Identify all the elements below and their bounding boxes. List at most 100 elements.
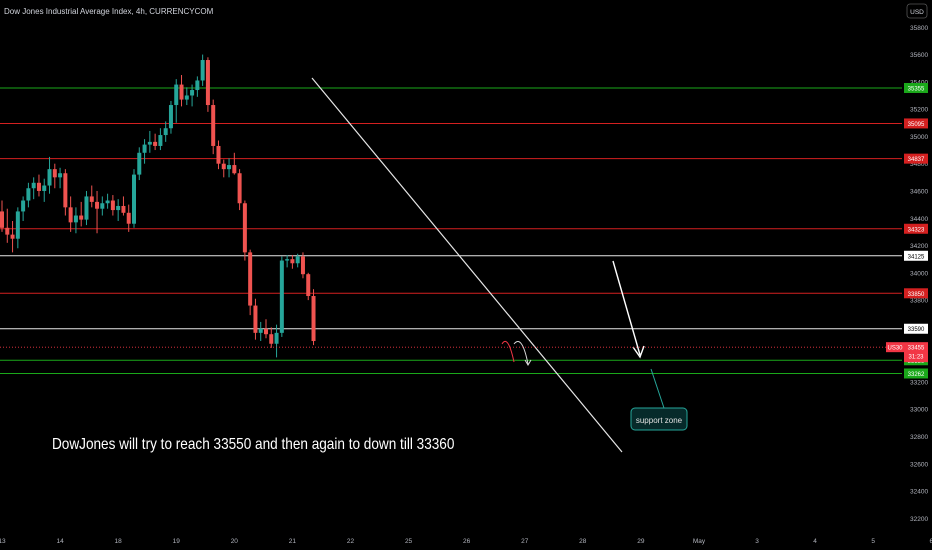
price-tick-label: 35600 [910, 52, 928, 59]
time-tick-label: 27 [521, 538, 529, 545]
price-tick-label: 34200 [910, 243, 928, 250]
candle-body [248, 252, 253, 306]
candle-body [58, 173, 63, 178]
time-tick-label: 22 [347, 538, 355, 545]
candle-body [211, 105, 216, 146]
price-tick-label: 34000 [910, 270, 928, 277]
price-tick-label: 35200 [910, 107, 928, 114]
candle-body [163, 128, 168, 136]
candle-body [295, 256, 300, 264]
forecast-arrow-head [632, 345, 645, 359]
price-tick-label: 33200 [910, 379, 928, 386]
candle-body [258, 328, 263, 333]
candle-body [232, 165, 237, 174]
price-tick-label: 35800 [910, 25, 928, 32]
current-price-label: 33455 [908, 346, 925, 352]
time-tick-label: 4 [813, 538, 817, 545]
candle-body [63, 173, 68, 208]
price-level-tag [904, 250, 928, 261]
price-level-tag [904, 153, 928, 164]
price-tick-label: 33000 [910, 407, 928, 414]
projection-path-red [501, 340, 515, 363]
price-tick-label: 32400 [910, 489, 928, 496]
candle-body [227, 165, 232, 170]
price-level-tag [904, 118, 928, 129]
symbol-label: US30 [887, 346, 903, 352]
time-tick-label: 19 [173, 538, 181, 545]
chart-title: Dow Jones Industrial Average Index, 4h, … [4, 7, 214, 16]
price-level-label: 35095 [908, 122, 925, 128]
price-level-label: 33850 [908, 292, 925, 298]
current-price-tag [904, 342, 928, 363]
time-tick-label: 26 [463, 538, 471, 545]
forecast-arrow-line[interactable] [612, 260, 641, 356]
time-tick-label: 14 [56, 538, 64, 545]
currency-button[interactable]: USD [906, 3, 928, 19]
candle-body [306, 274, 311, 297]
candle-body [42, 185, 47, 191]
price-tick-label: 34800 [910, 161, 928, 168]
price-level-label: 34323 [908, 227, 925, 233]
price-tick-label: 32200 [910, 516, 928, 523]
price-level-label: 33590 [908, 327, 925, 333]
time-tick-label: 5 [871, 538, 875, 545]
candle-body [153, 141, 158, 146]
candle-body [36, 182, 41, 191]
time-tick-label: May [693, 538, 706, 545]
candle-body [0, 211, 4, 228]
candle-body [95, 201, 100, 209]
price-tick-label: 32600 [910, 461, 928, 468]
candle-body [26, 188, 31, 201]
time-tick-label: 25 [405, 538, 413, 545]
candle-body [184, 95, 189, 100]
candle-body [52, 169, 57, 178]
time-tick-label: 28 [579, 538, 587, 545]
countdown-label: 31:23 [908, 355, 924, 361]
candle-body [168, 105, 173, 129]
time-tick-label: 3 [755, 538, 759, 545]
candle-body [31, 182, 36, 189]
candle-body [116, 205, 121, 211]
price-tick-label: 32800 [910, 434, 928, 441]
price-level-label: 34125 [908, 254, 925, 260]
candle-body [89, 196, 94, 202]
candle-body [174, 84, 179, 106]
candle-body [15, 211, 20, 239]
candle-body [5, 227, 10, 235]
price-level-tag [904, 82, 928, 93]
idea-text: DowJones will try to reach 33550 and the… [52, 436, 454, 453]
price-level-tag [904, 223, 928, 234]
drawings: support zone [311, 77, 688, 453]
candle-body [79, 215, 84, 220]
candle-body [121, 205, 126, 213]
price-level-tag [904, 368, 928, 379]
candle-body [290, 259, 295, 264]
trend-line[interactable] [311, 77, 623, 453]
support-zone-box[interactable] [630, 407, 688, 431]
price-tick-label: 35000 [910, 134, 928, 141]
time-tick-label: 18 [115, 538, 123, 545]
price-tick-label: 35400 [910, 79, 928, 86]
price-tick-label: 34600 [910, 188, 928, 195]
candle-body [216, 145, 221, 164]
current-price: US30 33455 31:23 [0, 342, 928, 363]
support-callout-pointer [650, 368, 665, 409]
candle-body [73, 215, 78, 223]
price-level-label: 34837 [908, 157, 925, 163]
support-zone-label: support zone [636, 416, 683, 425]
price-level-label: 33262 [908, 372, 925, 378]
candle-body [200, 60, 205, 81]
candle-body [21, 200, 26, 212]
candle-body [205, 60, 210, 106]
candle-body [242, 203, 247, 253]
time-axis[interactable]: 13 14 18 19 20 21 22 25 26 27 28 29 May 3 4 5 6 [0, 538, 932, 545]
price-tick-label: 34400 [910, 216, 928, 223]
candle-body [132, 174, 136, 224]
price-level-tag [904, 288, 928, 299]
candle-body [147, 141, 152, 145]
candle-body [264, 328, 268, 335]
candle-body [269, 334, 274, 344]
candle-body [110, 200, 115, 211]
candle-body [285, 259, 290, 261]
